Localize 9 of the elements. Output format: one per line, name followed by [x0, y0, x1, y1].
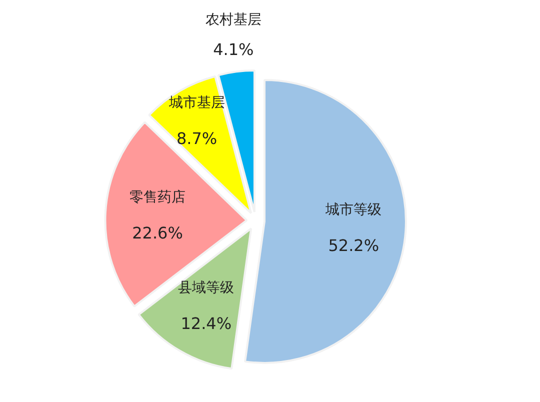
data-label: 8.7%: [176, 129, 218, 148]
slice-label: 县域等级: [178, 280, 234, 296]
slice-label: 零售药店: [130, 189, 186, 206]
data-label: 12.4%: [180, 314, 232, 334]
data-label: 22.6%: [132, 224, 183, 243]
data-label: 52.2%: [328, 236, 380, 256]
slice-label: 城市等级: [324, 202, 382, 218]
data-label: 4.1%: [213, 40, 254, 60]
slice-label: 农村基层: [205, 12, 262, 28]
